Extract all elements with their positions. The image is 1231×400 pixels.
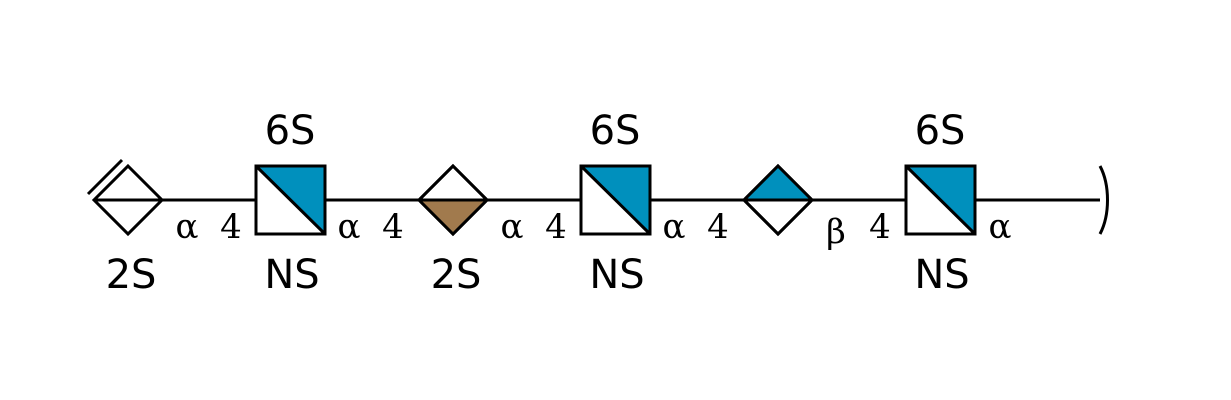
linkage-2-position: 4 [382, 207, 404, 247]
linkage-2-anomer: α [338, 207, 361, 247]
residue-1-label-below: 2S [106, 252, 157, 298]
linkage-5-position: 4 [869, 207, 891, 247]
linkage-3-anomer: α [501, 207, 524, 247]
residue-6-label-below: NS [914, 252, 969, 298]
linkage-1-anomer: α [176, 207, 199, 247]
linkage-6-anomer: α [989, 207, 1012, 247]
residue-4-label-below: NS [589, 252, 644, 298]
residue-4-label-above: 6S [590, 108, 641, 154]
residue-6-glcnac-square [904, 164, 977, 236]
linkage-4-anomer: α [663, 207, 686, 247]
residue-3-idoa-diamond [416, 163, 490, 237]
residue-2-label-below: NS [264, 252, 319, 298]
residue-4-glcnac-square [579, 164, 652, 236]
linkage-1-position: 4 [220, 207, 242, 247]
residue-2-label-above: 6S [265, 108, 316, 154]
reducing-end-bracket [1098, 165, 1109, 235]
residue-5-glca-diamond [741, 163, 815, 237]
residue-6-label-above: 6S [915, 108, 966, 154]
linkage-5-anomer: β [826, 212, 846, 252]
residue-2-glcnac-square [254, 164, 327, 236]
residue-1-unsaturated-uronic-diamond [86, 158, 165, 237]
linkage-3-position: 4 [545, 207, 567, 247]
linkage-4-position: 4 [707, 207, 729, 247]
residue-3-label-below: 2S [431, 252, 482, 298]
